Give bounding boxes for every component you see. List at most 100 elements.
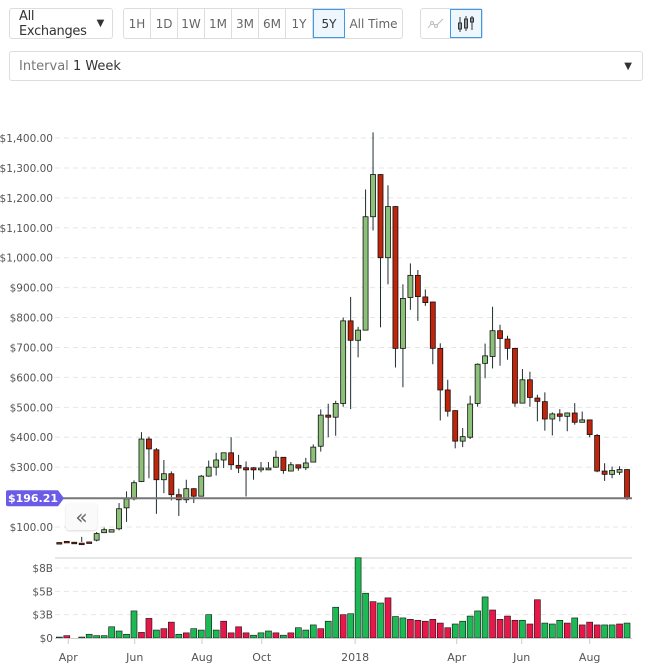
volume-tick-label: $8B xyxy=(32,563,53,575)
candle xyxy=(86,541,93,544)
candlestick-icon xyxy=(458,15,474,32)
volume-bar xyxy=(362,592,369,639)
range-button-1y[interactable]: 1Y xyxy=(286,9,313,38)
line-chart-icon xyxy=(427,18,443,28)
volume-bar xyxy=(205,614,212,639)
candle-body xyxy=(93,533,100,541)
range-button-1d[interactable]: 1D xyxy=(151,9,178,38)
exchange-select[interactable]: All Exchanges ▼ xyxy=(9,8,113,39)
candle-body xyxy=(467,403,474,438)
y-tick-label: $1,000.00 xyxy=(0,253,53,265)
candle xyxy=(377,173,384,328)
range-button-all-time[interactable]: All Time xyxy=(349,16,398,31)
candle-body xyxy=(459,436,466,442)
candle xyxy=(549,412,556,436)
volume-bar xyxy=(182,632,190,639)
line-chart-button[interactable] xyxy=(421,9,450,38)
volume-bar xyxy=(354,557,362,639)
candle xyxy=(153,448,160,514)
range-button-1w[interactable]: 1W xyxy=(178,9,205,38)
volume-bar xyxy=(197,629,205,639)
candle xyxy=(400,284,406,388)
candle xyxy=(280,456,287,474)
candle xyxy=(482,343,488,379)
candle-body xyxy=(258,467,264,471)
candle xyxy=(287,462,294,472)
candle-body xyxy=(287,464,294,472)
candle-body xyxy=(78,542,85,546)
candle xyxy=(160,459,167,494)
volume-bar xyxy=(436,622,444,639)
candle-body xyxy=(295,464,302,469)
candle-body xyxy=(146,438,152,450)
candle-body xyxy=(497,330,503,339)
volume-bar xyxy=(578,624,586,639)
candle xyxy=(541,392,548,431)
candle-body xyxy=(609,470,615,475)
candle-body xyxy=(624,469,630,499)
candle xyxy=(609,466,615,479)
x-tick-label: Aug xyxy=(579,651,600,664)
volume-bar xyxy=(242,632,250,639)
candle-body xyxy=(549,413,556,420)
candlestick-button[interactable] xyxy=(450,9,482,38)
interval-select[interactable]: Interval 1 Week ▼ xyxy=(9,51,643,81)
interval-value: 1 Week xyxy=(72,58,121,74)
volume-bar xyxy=(556,619,564,639)
candle xyxy=(467,395,474,440)
exchange-value: All Exchanges xyxy=(19,8,87,39)
candle xyxy=(370,132,376,231)
volume-bar xyxy=(526,623,534,639)
candle-body xyxy=(340,320,347,404)
volume-bar xyxy=(309,624,317,639)
x-tick-label: Apr xyxy=(447,651,467,664)
y-tick-label: $500.00 xyxy=(10,402,53,414)
candle-body xyxy=(243,467,249,471)
range-button-5y[interactable]: 5Y xyxy=(313,9,345,38)
range-button-3m[interactable]: 3M xyxy=(232,9,259,38)
volume-bar xyxy=(168,621,175,639)
volume-bar xyxy=(302,629,310,639)
candle-body xyxy=(332,403,339,418)
candle xyxy=(131,480,137,501)
candle-body xyxy=(71,541,78,545)
volume-bar xyxy=(190,628,198,639)
volume-bar xyxy=(272,632,280,639)
candle xyxy=(579,411,586,423)
volume-bar xyxy=(78,636,86,639)
candle xyxy=(414,269,421,321)
interval-label: Interval xyxy=(19,58,69,74)
candle-body xyxy=(512,347,518,404)
volume-bar xyxy=(280,634,287,639)
scroll-back-button[interactable]: « xyxy=(66,503,97,530)
candle-body xyxy=(273,456,279,468)
volume-bar xyxy=(474,610,481,639)
candle-body xyxy=(556,413,563,417)
volume-bar xyxy=(85,633,93,639)
volume-bar xyxy=(145,618,153,639)
candle-body xyxy=(302,462,309,469)
y-tick-label: $1,300.00 xyxy=(0,163,53,175)
range-button-6m[interactable]: 6M xyxy=(259,9,286,38)
candle-body xyxy=(586,419,593,435)
candle xyxy=(295,464,302,471)
volume-bar xyxy=(377,602,384,639)
y-tick-label: $1,100.00 xyxy=(0,223,53,235)
range-button-1m[interactable]: 1M xyxy=(205,9,232,38)
volume-bar xyxy=(608,624,616,639)
volume-bar xyxy=(489,609,496,639)
y-tick-label: $100.00 xyxy=(10,522,53,534)
volume-bar xyxy=(459,620,466,639)
candle xyxy=(265,462,272,471)
candle xyxy=(258,462,264,473)
candle-body xyxy=(228,452,235,466)
candle xyxy=(146,436,152,479)
range-button-1h[interactable]: 1H xyxy=(124,9,151,38)
candle-body xyxy=(198,475,205,497)
current-price-badge xyxy=(6,490,64,507)
candle xyxy=(273,450,279,468)
candle-body xyxy=(534,397,541,402)
candle xyxy=(56,542,63,545)
volume-bar xyxy=(534,599,541,639)
candle-body xyxy=(444,389,451,412)
